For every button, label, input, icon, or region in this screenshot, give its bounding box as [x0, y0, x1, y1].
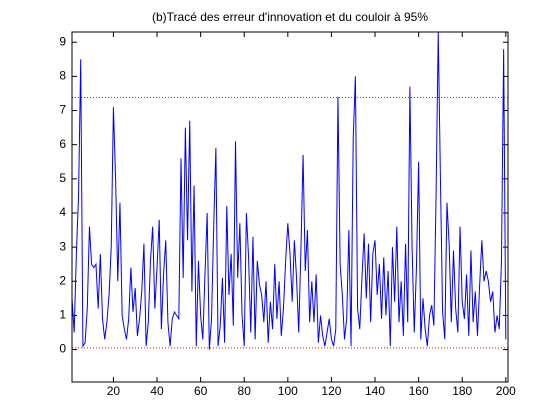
x-tick-label: 20: [107, 384, 121, 398]
x-tick-label: 40: [150, 384, 164, 398]
data-line: [72, 32, 507, 350]
plot-area: [72, 32, 508, 382]
x-tick-label: 100: [278, 384, 298, 398]
y-tick-label: 3: [59, 239, 66, 253]
y-tick-label: 8: [59, 69, 66, 83]
chart-title: (b)Tracé des erreur d'innovation et du c…: [152, 10, 428, 24]
x-tick-label: 200: [496, 384, 516, 398]
y-tick-label: 1: [59, 308, 66, 322]
x-tick-label: 180: [452, 384, 472, 398]
y-tick-label: 6: [59, 137, 66, 151]
x-tick-label: 160: [409, 384, 429, 398]
y-tick-label: 4: [59, 205, 66, 219]
x-tick-label: 140: [365, 384, 385, 398]
y-tick-label: 9: [59, 34, 66, 48]
y-tick-label: 0: [59, 342, 66, 356]
y-tick-label: 2: [59, 273, 66, 287]
x-tick-label: 60: [194, 384, 208, 398]
y-tick-label: 5: [59, 171, 66, 185]
x-tick-label: 80: [238, 384, 252, 398]
y-tick-label: 7: [59, 103, 66, 117]
axes-box: [71, 31, 509, 383]
x-tick-label: 120: [321, 384, 341, 398]
